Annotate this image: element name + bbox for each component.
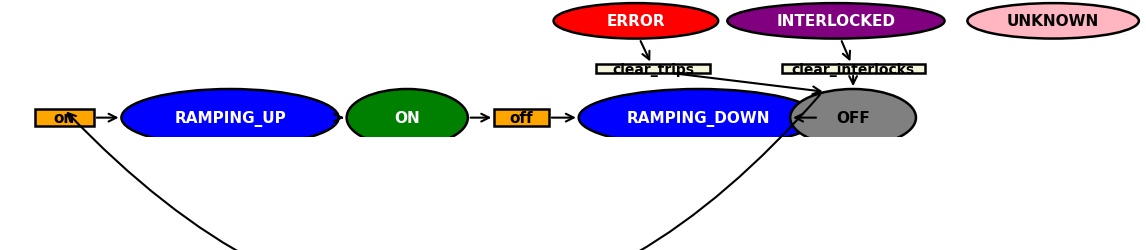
Ellipse shape [579,90,818,147]
Text: RAMPING_UP: RAMPING_UP [174,110,285,126]
Ellipse shape [121,90,338,147]
FancyBboxPatch shape [494,110,549,126]
Ellipse shape [967,4,1139,40]
Text: on: on [54,111,74,126]
FancyBboxPatch shape [34,110,94,126]
Text: RAMPING_DOWN: RAMPING_DOWN [627,110,770,126]
Text: INTERLOCKED: INTERLOCKED [777,14,895,29]
FancyBboxPatch shape [782,65,925,74]
FancyBboxPatch shape [596,65,711,74]
Ellipse shape [346,90,468,147]
Text: ON: ON [394,111,421,126]
Text: clear_trips: clear_trips [612,62,694,76]
Text: ERROR: ERROR [606,14,665,29]
Text: UNKNOWN: UNKNOWN [1007,14,1099,29]
Ellipse shape [791,90,916,147]
Ellipse shape [728,4,944,40]
Text: clear_interlocks: clear_interlocks [792,62,915,76]
Text: OFF: OFF [837,111,870,126]
Ellipse shape [554,4,719,40]
Text: off: off [510,111,533,126]
